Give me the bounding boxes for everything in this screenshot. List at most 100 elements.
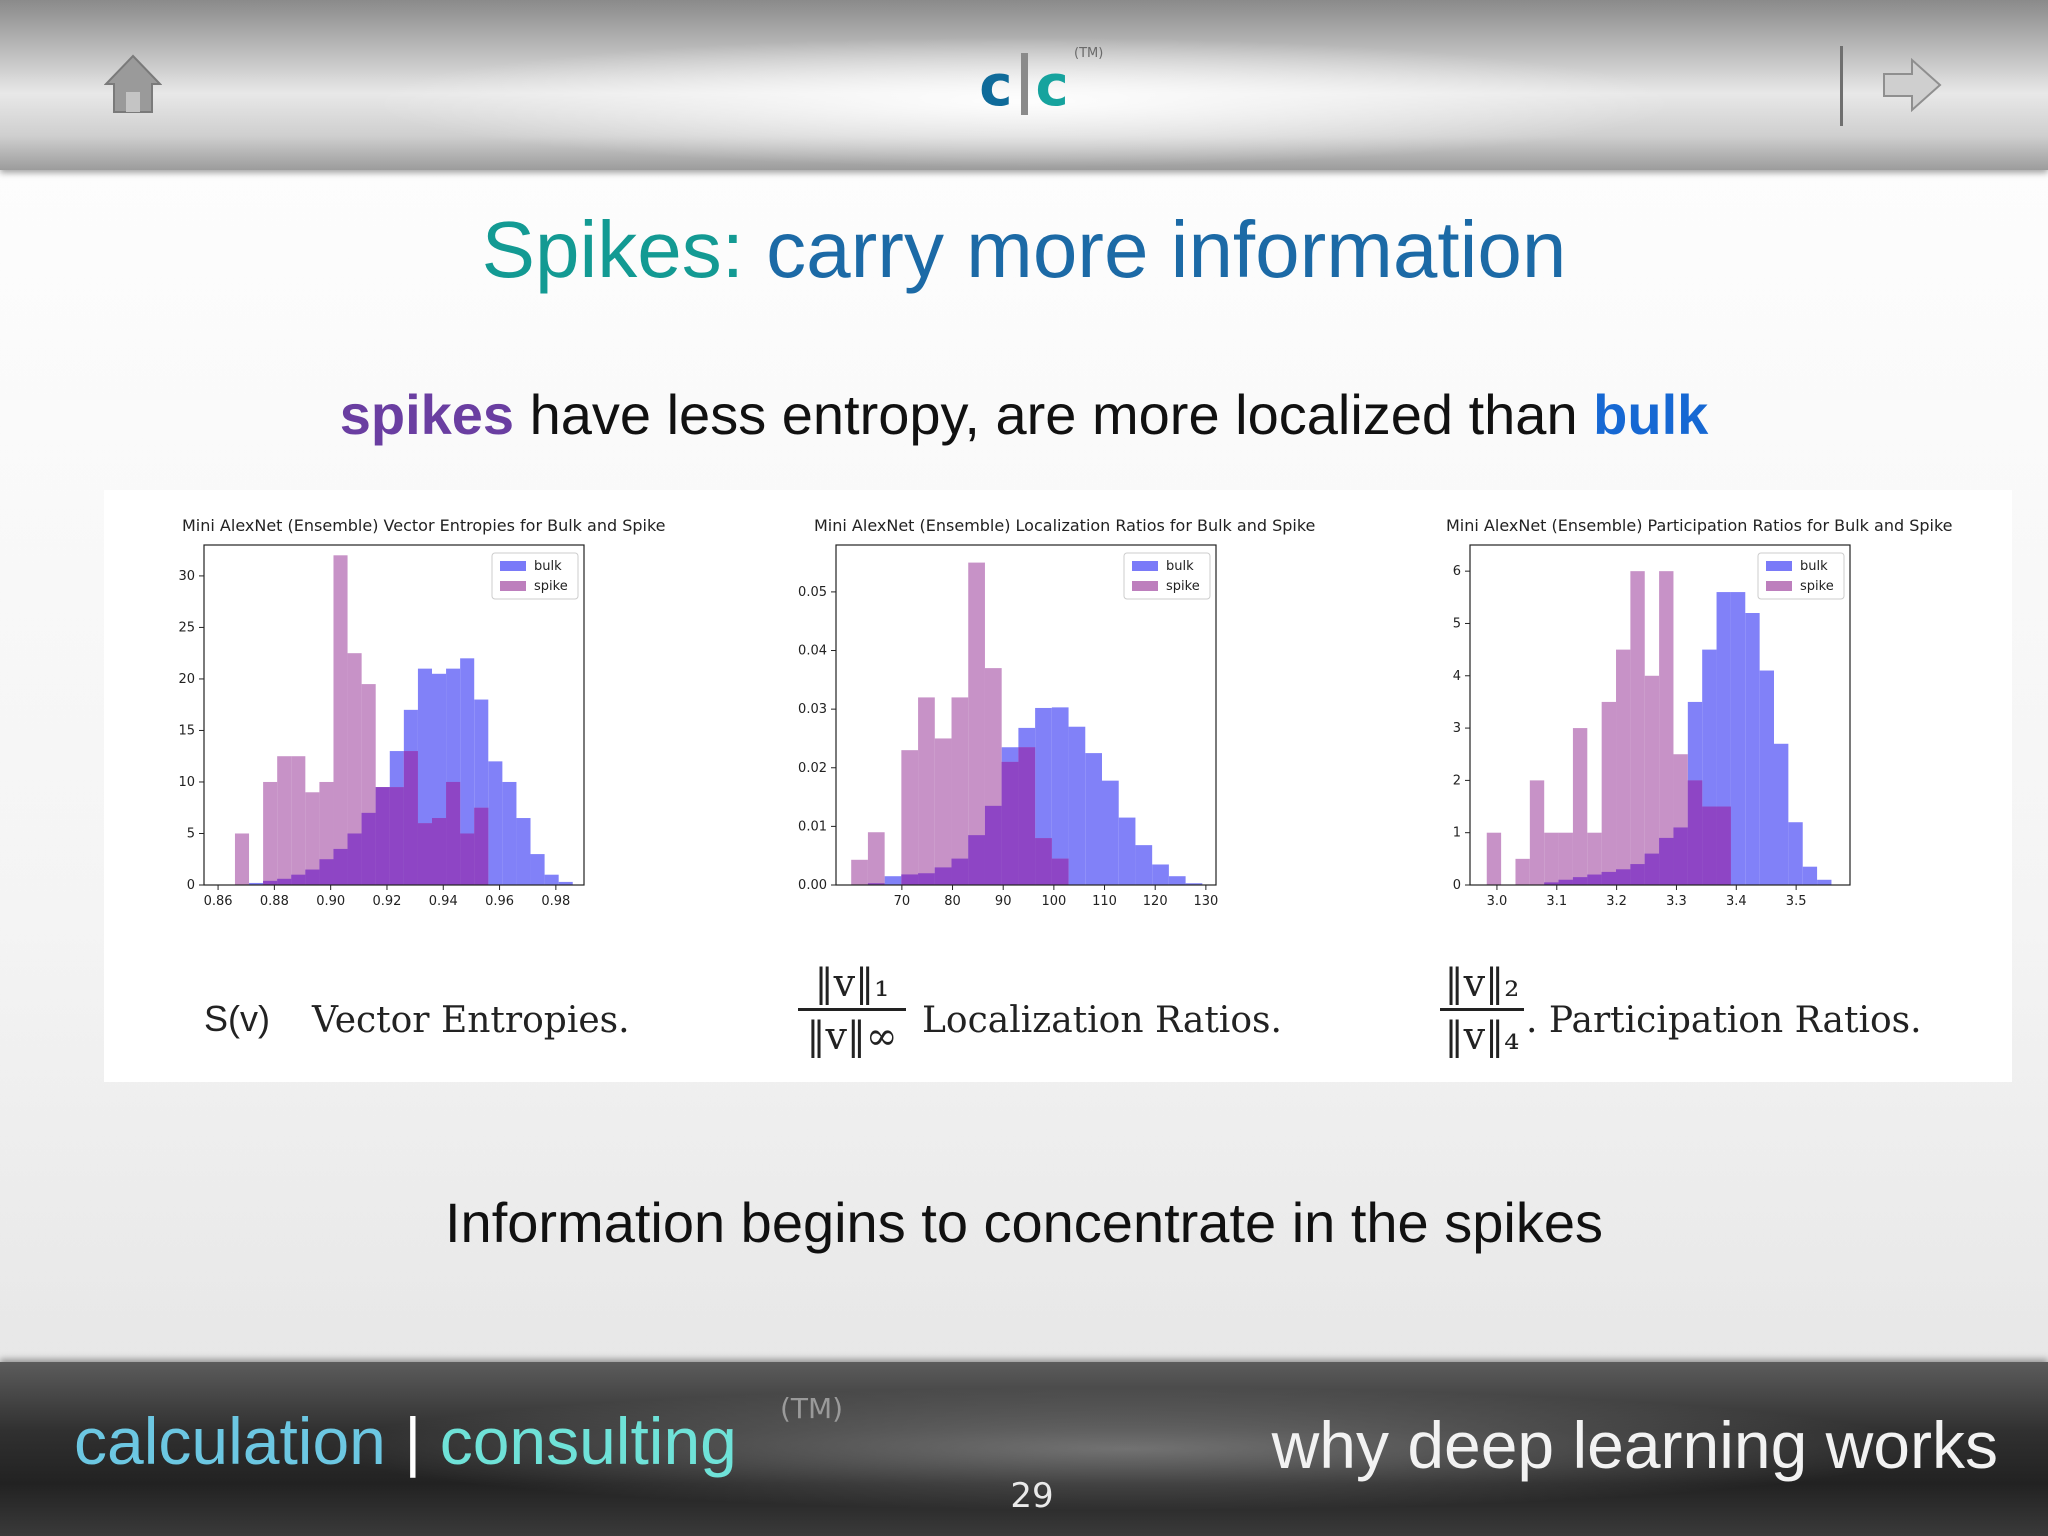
- x-tick-label: 120: [1143, 894, 1168, 909]
- x-tick-label: 90: [995, 894, 1012, 909]
- footer-consulting: consulting: [439, 1404, 737, 1478]
- overlap-bar: [1035, 838, 1052, 885]
- overlap-bar: [263, 880, 278, 885]
- bulk-bar: [1774, 743, 1789, 885]
- y-tick-label: 0.01: [798, 819, 827, 834]
- overlap-bar: [417, 823, 432, 885]
- plot-frame: [835, 544, 1217, 886]
- bottom-statement: Information begins to concentrate in the…: [444, 1191, 1603, 1254]
- slide-title: Spikes: carry more information: [0, 200, 2048, 300]
- legend-swatch-spike: [500, 581, 526, 591]
- x-tick-label: 70: [894, 894, 911, 909]
- histogram-localization: 70 80 90 100 110 120 130 0.00 0.01 0.02 0.03 0.04 0.…: [798, 544, 1218, 909]
- spike-bar: [934, 738, 952, 885]
- histogram-participation: 3.0 3.1 3.2 3.3 3.4 3.5 0 1 2 3 4 5 6 bulk spike: [1453, 544, 1851, 909]
- y-tick-label: 15: [178, 723, 195, 738]
- overlap-bar: [333, 848, 348, 885]
- overlap-bar: [446, 781, 461, 885]
- spike-bar: [333, 555, 348, 885]
- overlap-bar: [968, 835, 985, 885]
- y-tick-label: 25: [178, 620, 195, 635]
- x-tick-label: 3.3: [1666, 894, 1687, 909]
- overlap-bar: [389, 787, 404, 885]
- footer-tagline: why deep learning works: [1271, 1408, 1998, 1482]
- bulk-bar: [1068, 726, 1086, 885]
- bulk-bar: [1135, 845, 1153, 885]
- bulk-bar: [249, 882, 264, 885]
- legend-label-bulk: bulk: [1800, 559, 1828, 574]
- legend-swatch-bulk: [1132, 561, 1158, 571]
- bulk-bar: [488, 761, 503, 885]
- x-tick-label: 110: [1092, 894, 1117, 909]
- bulk-bar: [530, 854, 545, 885]
- participation-numerator: ‖v‖₂: [1444, 961, 1520, 1005]
- subtitle-spikes: spikes: [339, 383, 515, 446]
- arrow-right-icon[interactable]: [1882, 58, 1942, 112]
- legend-label-spike: spike: [1166, 579, 1200, 594]
- x-tick-label: 80: [944, 894, 961, 909]
- footer-calculation: calculation: [74, 1404, 386, 1478]
- chart-title-participation: Mini AlexNet (Ensemble) Participation Ra…: [1446, 516, 1953, 535]
- x-tick-label: 100: [1041, 894, 1066, 909]
- legend-swatch-spike: [1132, 581, 1158, 591]
- y-tick-label: 0: [1453, 878, 1461, 893]
- bulk-bar: [1759, 670, 1774, 885]
- overlap-bar: [1601, 871, 1617, 885]
- y-tick-label: 1: [1453, 826, 1461, 841]
- chart-panel: Mini AlexNet (Ensemble) Vector Entropies…: [104, 490, 2012, 1082]
- spike-bar: [968, 562, 985, 885]
- overlap-bar: [1687, 780, 1703, 885]
- footer-highlight: [0, 1362, 2048, 1536]
- participation-denominator: ‖v‖₄: [1444, 1014, 1520, 1058]
- y-tick-label: 0.02: [798, 761, 827, 776]
- home-icon[interactable]: [104, 54, 162, 114]
- spike-bar: [1659, 571, 1674, 885]
- y-tick-label: 3: [1453, 721, 1461, 736]
- participation-fraction: ‖v‖₂ ‖v‖₄: [1440, 960, 1524, 1059]
- y-tick-label: 10: [178, 775, 195, 790]
- caption-localization: Localization Ratios.: [922, 1000, 1282, 1041]
- localization-denominator: ‖v‖∞: [806, 1014, 898, 1058]
- overlap-bar: [319, 859, 334, 885]
- spike-bar: [234, 833, 250, 885]
- overlap-bar: [347, 833, 362, 885]
- overlap-bar: [1544, 882, 1559, 885]
- x-tick-label: 0.98: [541, 894, 570, 909]
- bulk-bar: [1817, 879, 1832, 885]
- y-tick-label: 6: [1453, 564, 1461, 579]
- overlap-bar: [432, 818, 447, 885]
- legend-swatch-bulk: [1766, 561, 1792, 571]
- entropy-symbol: S(v): [204, 998, 270, 1039]
- histogram-entropy: 0.86 0.88 0.90 0.92 0.94 0.96 0.98 0 5 10 15 20 25 30…: [178, 544, 585, 909]
- overlap-bar: [1716, 806, 1731, 885]
- spike-bar: [1515, 858, 1530, 885]
- overlap-bar: [403, 751, 418, 885]
- overlap-bar: [1018, 747, 1036, 885]
- title-part1: Spikes:: [481, 205, 744, 294]
- x-tick-label: 3.2: [1606, 894, 1627, 909]
- y-tick-label: 20: [178, 672, 195, 687]
- y-tick-label: 0: [187, 878, 195, 893]
- overlap-bar: [951, 858, 969, 885]
- spike-bar: [951, 697, 969, 885]
- spike-bar: [1630, 571, 1645, 885]
- spike-bar: [277, 756, 292, 885]
- x-tick-label: 0.94: [429, 894, 458, 909]
- overlap-bar: [1001, 761, 1019, 885]
- bulk-bar: [460, 658, 475, 885]
- overlap-bar: [375, 787, 390, 885]
- overlap-bar: [1616, 869, 1631, 885]
- spike-bar: [1616, 649, 1631, 885]
- caption-entropy: Vector Entropies.: [312, 1000, 630, 1041]
- overlap-bar: [1051, 858, 1069, 885]
- x-tick-label: 0.88: [260, 894, 289, 909]
- bulk-bar: [1051, 707, 1069, 885]
- legend-swatch-bulk: [500, 561, 526, 571]
- overlap-bar: [901, 874, 919, 885]
- localization-numerator: ‖v‖₁: [814, 961, 890, 1005]
- bulk-bar: [558, 881, 573, 885]
- plot-frame: [203, 544, 585, 886]
- spike-bar: [291, 756, 306, 885]
- x-tick-label: 0.96: [485, 894, 514, 909]
- spike-bar: [918, 697, 935, 885]
